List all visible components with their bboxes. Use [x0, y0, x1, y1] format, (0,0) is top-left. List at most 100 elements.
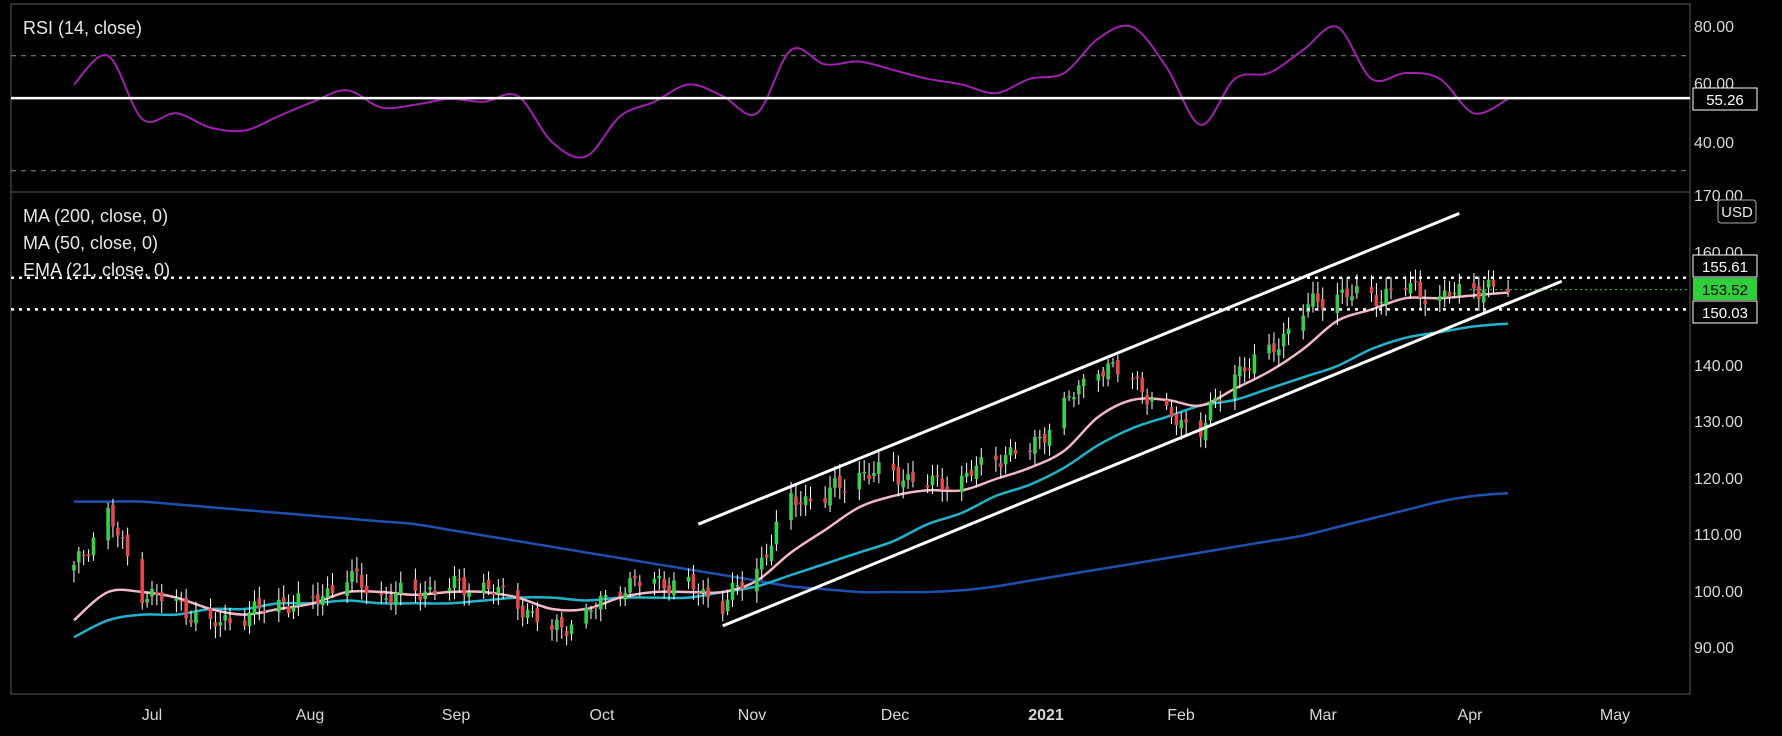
candle: [691, 565, 696, 600]
candle-body: [1491, 279, 1496, 287]
candle-body: [735, 585, 740, 587]
ma200-line: [74, 491, 1509, 594]
candle-body: [564, 630, 569, 636]
candle: [491, 584, 496, 605]
candle-body: [320, 596, 325, 606]
candle: [394, 581, 398, 615]
candle: [1013, 441, 1018, 459]
candle-body: [633, 575, 637, 579]
candle: [1408, 271, 1413, 299]
price-tick-100: 100.00: [1694, 584, 1743, 601]
ema21-indicator-label[interactable]: EMA (21, close, 0): [23, 260, 170, 280]
candle-body: [457, 578, 462, 581]
candle: [1106, 359, 1110, 387]
candle: [764, 543, 769, 566]
candle-body: [696, 592, 701, 594]
candle: [91, 532, 96, 561]
candle-body: [1062, 397, 1066, 429]
candle: [296, 581, 301, 617]
candle-body: [1286, 328, 1291, 335]
candle: [891, 452, 896, 482]
candle-body: [1028, 450, 1032, 453]
candle: [828, 475, 832, 513]
candle: [452, 566, 457, 600]
candle-body: [213, 622, 218, 627]
candle: [252, 590, 257, 625]
candle: [242, 609, 247, 631]
candle-body: [384, 598, 388, 600]
candle-body: [1418, 281, 1423, 298]
ma50-indicator-label[interactable]: MA (50, close, 0): [23, 233, 158, 253]
candle: [925, 474, 930, 494]
candle-body: [959, 475, 964, 492]
candle-body: [1067, 396, 1071, 398]
candle-body: [394, 592, 398, 606]
rsi-layer: [11, 24, 1690, 172]
candle-body: [838, 475, 842, 488]
candle-body: [330, 584, 335, 594]
candle-body: [603, 595, 608, 598]
candle: [701, 580, 706, 605]
candle-body: [413, 579, 418, 591]
candle-body: [764, 554, 769, 558]
candle: [964, 463, 969, 483]
candle-body: [481, 582, 486, 594]
candle-body: [623, 592, 627, 600]
candle-body: [389, 594, 393, 604]
last-price-tag: [1693, 278, 1757, 300]
candle: [555, 614, 559, 642]
candle-body: [501, 585, 506, 588]
candle-body: [364, 585, 369, 594]
candle: [1306, 292, 1310, 318]
candle-body: [350, 571, 354, 583]
candle: [1281, 322, 1286, 359]
currency-box[interactable]: [1717, 199, 1757, 224]
candle-body: [672, 580, 676, 596]
time-label-mar: Mar: [1309, 707, 1337, 724]
candle-body: [281, 596, 286, 603]
candle-body: [277, 599, 281, 613]
candle-body: [667, 585, 671, 594]
candle-body: [1047, 429, 1052, 447]
candle: [935, 464, 940, 487]
candle: [525, 603, 530, 624]
candle: [1389, 276, 1393, 300]
ma200-indicator-label[interactable]: MA (200, close, 0): [23, 206, 168, 226]
candle: [496, 579, 501, 605]
candle-body: [1247, 368, 1252, 371]
candle-body: [194, 611, 198, 624]
candle-body: [145, 598, 149, 603]
candle: [603, 589, 608, 610]
candle: [457, 568, 462, 593]
candle-body: [794, 496, 798, 506]
candle-body: [116, 527, 120, 536]
candle: [662, 571, 666, 599]
candle-body: [325, 588, 330, 598]
candle-body: [486, 579, 491, 590]
candle-body: [940, 478, 945, 490]
candle-body: [262, 610, 266, 613]
candle-body: [1506, 288, 1510, 293]
level-tag-150-03-text: 150.03: [1702, 305, 1748, 322]
candle: [1369, 275, 1374, 302]
candle-body: [925, 485, 930, 488]
candle-body: [803, 496, 808, 506]
candle-body: [769, 545, 774, 561]
candle: [940, 468, 945, 502]
candle: [150, 581, 154, 605]
candle-body: [150, 588, 154, 597]
candle: [794, 484, 798, 518]
candle-body: [491, 592, 496, 596]
candle: [111, 498, 115, 538]
rsi-indicator-label[interactable]: RSI (14, close): [23, 18, 142, 38]
candle-body: [516, 590, 520, 609]
candle: [598, 591, 603, 622]
candle-body: [730, 582, 735, 600]
candle-body: [706, 587, 710, 598]
candle: [81, 549, 86, 566]
candle: [667, 577, 671, 601]
candle: [1042, 427, 1047, 455]
candle-body: [189, 620, 193, 623]
candle-body: [257, 598, 262, 609]
candle: [418, 583, 423, 611]
